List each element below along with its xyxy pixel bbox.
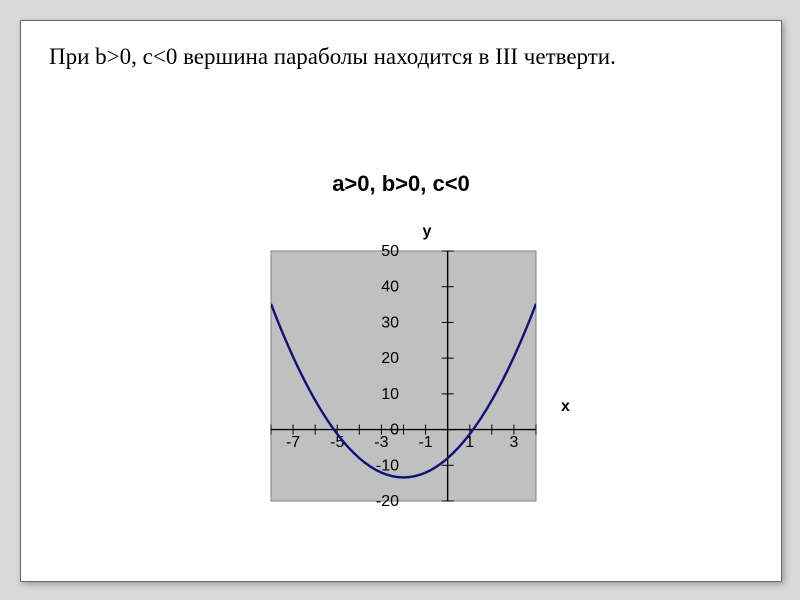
svg-text:-1: -1: [418, 434, 432, 451]
svg-text:-20: -20: [376, 493, 399, 510]
svg-text:y: y: [423, 223, 432, 240]
svg-text:x: x: [561, 398, 570, 415]
svg-text:20: 20: [381, 350, 399, 367]
svg-text:30: 30: [381, 314, 399, 331]
svg-text:-3: -3: [374, 434, 388, 451]
svg-text:40: 40: [381, 279, 399, 296]
svg-text:10: 10: [381, 386, 399, 403]
svg-text:3: 3: [509, 434, 518, 451]
chart-title: a>0, b>0, c<0: [21, 171, 781, 197]
heading-text: При b>0, c<0 вершина параболы находится …: [49, 43, 699, 72]
parabola-chart: -20-1001020304050-7-5-3-113yx: [211, 211, 591, 561]
chart-svg: -20-1001020304050-7-5-3-113yx: [211, 211, 591, 561]
svg-text:50: 50: [381, 243, 399, 260]
slide: При b>0, c<0 вершина параболы находится …: [20, 20, 782, 582]
svg-text:-5: -5: [330, 434, 344, 451]
svg-text:0: 0: [390, 422, 399, 439]
svg-text:-7: -7: [286, 434, 300, 451]
